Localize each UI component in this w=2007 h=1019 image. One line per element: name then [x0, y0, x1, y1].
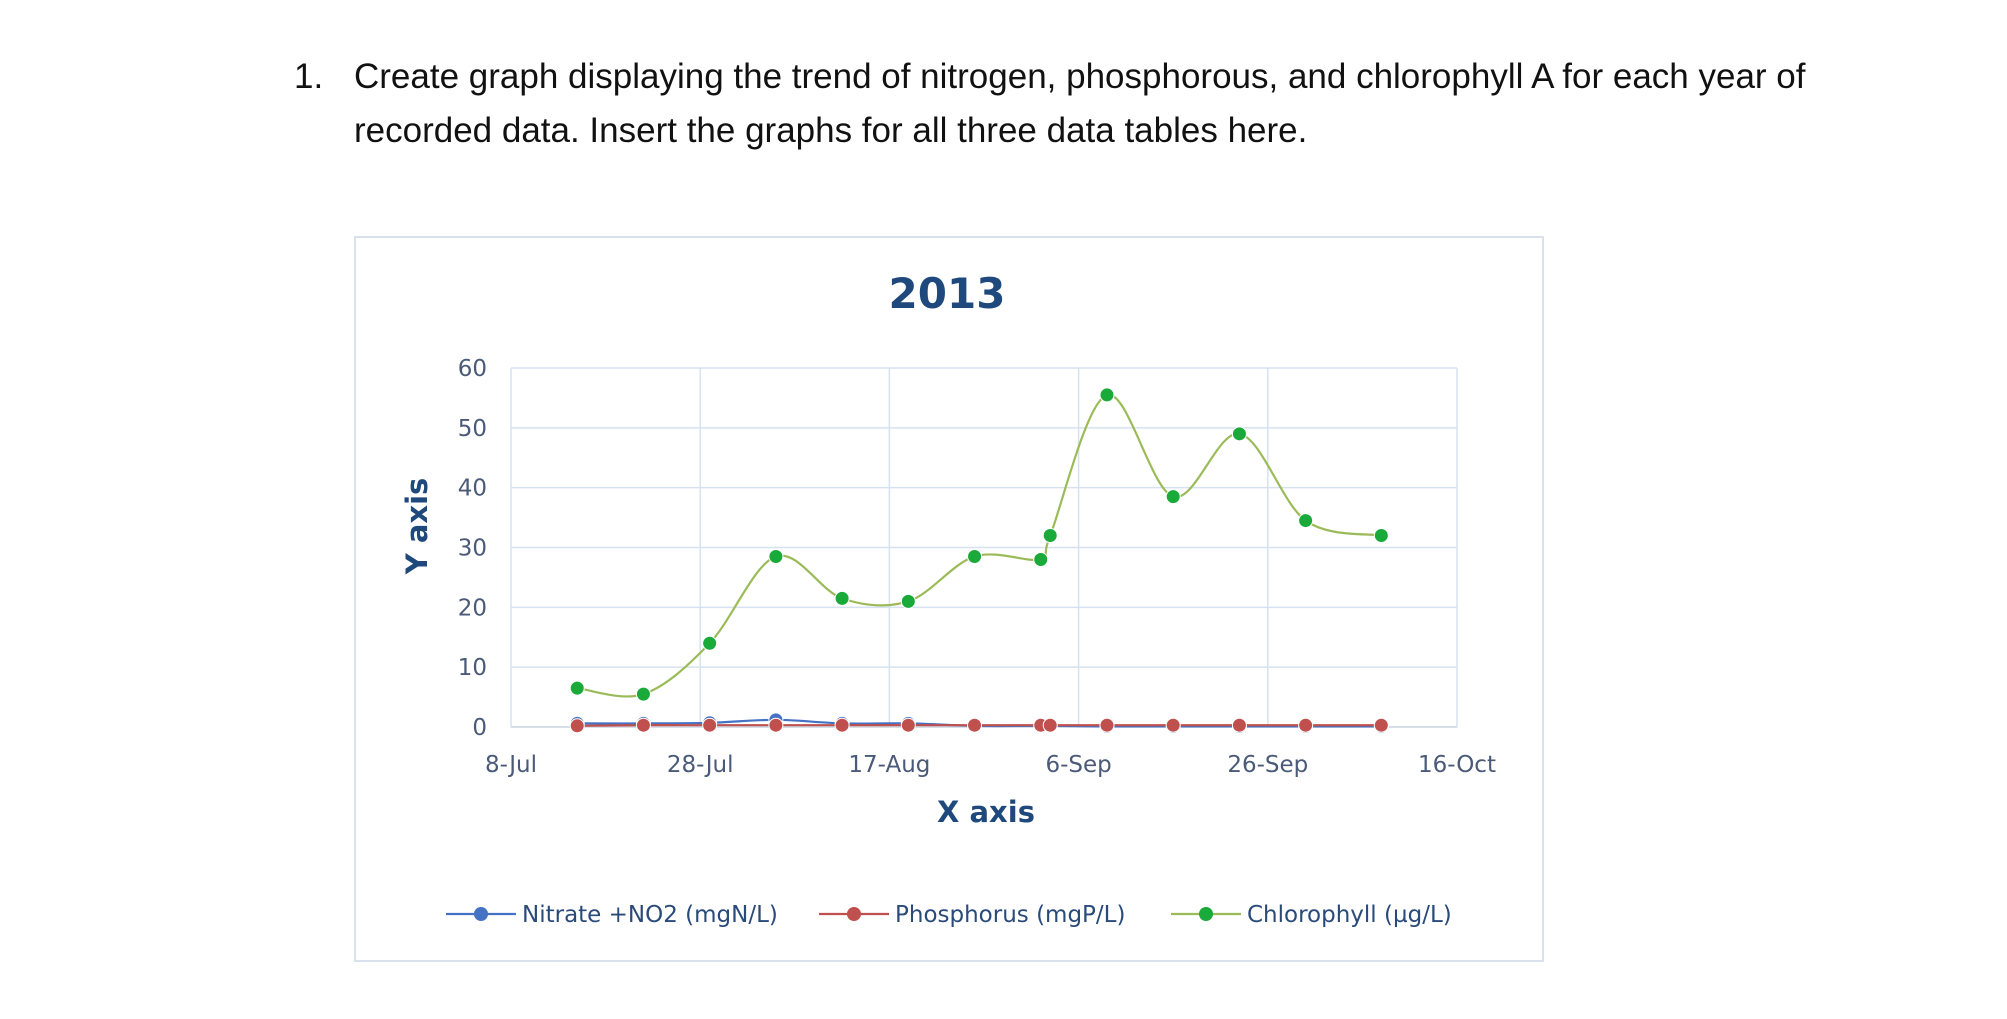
phosphorus-point	[834, 717, 850, 733]
phosphorus-point	[1099, 717, 1115, 733]
gridlines	[510, 367, 1458, 728]
chart-title: 2013	[889, 269, 1006, 318]
chlorophyll-point	[768, 548, 784, 564]
phosphorus-point	[900, 717, 916, 733]
chlorophyll-point	[1165, 489, 1181, 505]
x-tick-label: 16-Oct	[1418, 752, 1496, 778]
chlorophyll-line	[577, 393, 1382, 698]
chlorophyll-point	[1373, 528, 1389, 544]
chlorophyll-point	[1298, 513, 1314, 529]
chlorophyll-point	[1099, 387, 1115, 403]
y-tick-label: 20	[458, 595, 487, 621]
chlorophyll-point	[1042, 528, 1058, 544]
legend-item-phosphorus: Phosphorus (mgP/L)	[819, 902, 1125, 928]
legend-swatch-marker	[474, 907, 488, 921]
chart-frame[interactable]: 2013 0 10 20 30 40 50 60 8-Jul 28-Jul 17-Aug 6-Sep…	[354, 236, 1544, 962]
legend: Nitrate +NO2 (mgN/L) Phosphorus (mgP/L) Ch…	[446, 902, 1452, 928]
legend-swatch-marker	[1199, 907, 1213, 921]
phosphorus-point	[1373, 717, 1389, 733]
legend-label: Nitrate +NO2 (mgN/L)	[522, 902, 778, 928]
legend-label: Phosphorus (mgP/L)	[895, 902, 1125, 928]
chlorophyll-point	[635, 686, 651, 702]
phosphorus-point	[967, 717, 983, 733]
chlorophyll-point	[702, 635, 718, 651]
axes: 0 10 20 30 40 50 60 8-Jul 28-Jul 17-Aug 6-Sep 26-Se…	[458, 356, 1496, 778]
phosphorus-point	[1165, 717, 1181, 733]
question-number: 1.	[294, 57, 324, 96]
y-tick-label: 40	[458, 476, 487, 502]
x-tick-label: 28-Jul	[667, 752, 734, 778]
phosphorus-point	[702, 717, 718, 733]
chart-svg: 2013 0 10 20 30 40 50 60 8-Jul 28-Jul 17-Aug 6-Sep…	[400, 269, 1496, 928]
y-tick-label: 50	[458, 416, 487, 442]
phosphorus-series	[569, 717, 1389, 734]
y-tick-label: 30	[458, 536, 487, 562]
question-block: 1. Create graph displaying the trend of …	[294, 50, 1814, 158]
x-tick-label: 26-Sep	[1227, 752, 1308, 778]
legend-item-chlorophyll: Chlorophyll (µg/L)	[1171, 902, 1452, 928]
x-tick-label: 6-Sep	[1045, 752, 1111, 778]
chlorophyll-point	[900, 593, 916, 609]
phosphorus-point	[1298, 717, 1314, 733]
chlorophyll-point	[1231, 426, 1247, 442]
y-tick-label: 10	[458, 655, 487, 681]
phosphorus-point	[635, 717, 651, 733]
phosphorus-point	[1042, 717, 1058, 733]
x-tick-label: 8-Jul	[485, 752, 537, 778]
phosphorus-point	[768, 717, 784, 733]
legend-item-nitrate: Nitrate +NO2 (mgN/L)	[446, 902, 778, 928]
chlorophyll-series	[569, 387, 1389, 702]
chlorophyll-point	[569, 680, 585, 696]
y-tick-label: 0	[472, 715, 487, 741]
phosphorus-point	[1231, 717, 1247, 733]
x-axis-title: X axis	[937, 795, 1035, 829]
series-layer	[569, 387, 1389, 734]
legend-label: Chlorophyll (µg/L)	[1247, 902, 1452, 928]
y-axis-title: Y axis	[400, 478, 434, 576]
chlorophyll-point	[834, 590, 850, 606]
phosphorus-point	[569, 718, 585, 734]
y-tick-label: 60	[458, 356, 487, 382]
chlorophyll-point	[1033, 551, 1049, 567]
chlorophyll-point	[967, 548, 983, 564]
x-tick-label: 17-Aug	[848, 752, 930, 778]
question-text: Create graph displaying the trend of nit…	[354, 57, 1806, 150]
legend-swatch-marker	[847, 907, 861, 921]
